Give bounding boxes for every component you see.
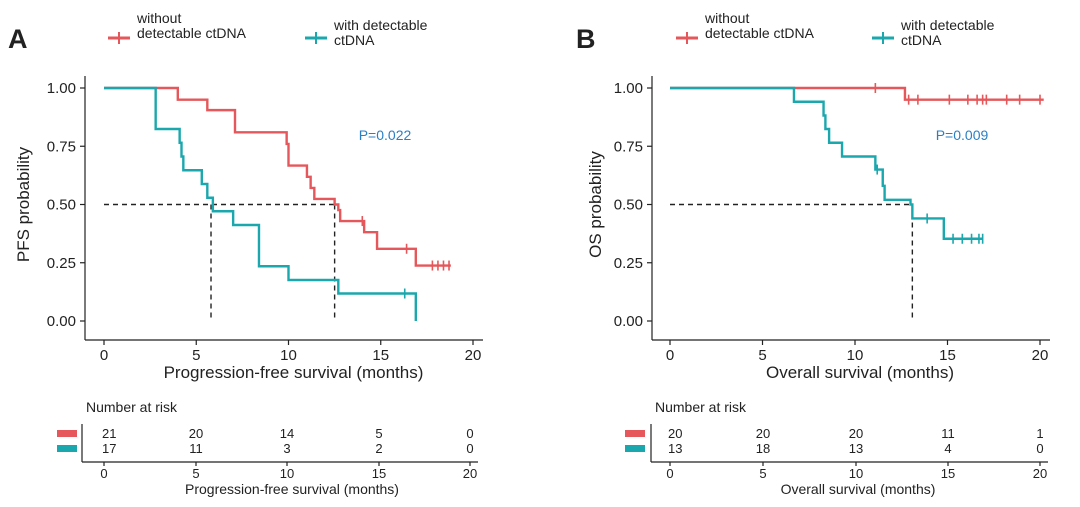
risk-count: 4 — [944, 441, 951, 456]
risk-count: 14 — [280, 426, 294, 441]
risk-table-title: Number at risk — [655, 399, 747, 415]
risk-count: 20 — [849, 426, 863, 441]
y-tick-label: 0.75 — [47, 138, 76, 155]
x-tick-label: 10 — [280, 347, 297, 364]
x-tick-label: 15 — [939, 347, 956, 364]
risk-count: 5 — [375, 426, 382, 441]
risk-count: 2 — [375, 441, 382, 456]
risk-count: 13 — [849, 441, 863, 456]
risk-row-key-without — [625, 430, 645, 437]
risk-count: 20 — [189, 426, 203, 441]
x-tick-label: 5 — [758, 347, 766, 364]
risk-row-key-with — [625, 445, 645, 452]
risk-count: 20 — [668, 426, 682, 441]
y-tick-label: 0.00 — [614, 313, 643, 330]
risk-count: 0 — [466, 426, 473, 441]
risk-x-tick-label: 0 — [666, 466, 673, 481]
y-tick-label: 1.00 — [47, 80, 76, 97]
risk-count: 0 — [1036, 441, 1043, 456]
risk-x-tick-label: 5 — [192, 466, 199, 481]
x-tick-label: 10 — [847, 347, 864, 364]
risk-x-tick-label: 10 — [280, 466, 294, 481]
y-tick-label: 0.25 — [47, 255, 76, 272]
risk-count: 1 — [1036, 426, 1043, 441]
risk-x-tick-label: 5 — [759, 466, 766, 481]
km-curve-without — [670, 86, 1044, 101]
y-tick-label: 1.00 — [614, 80, 643, 97]
x-tick-label: 0 — [666, 347, 674, 364]
risk-table-title: Number at risk — [86, 399, 178, 415]
risk-x-tick-label: 20 — [1033, 466, 1047, 481]
risk-table-x-label: Progression-free survival (months) — [185, 481, 399, 497]
y-tick-label: 0.25 — [614, 255, 643, 272]
risk-table-x-label: Overall survival (months) — [781, 481, 936, 497]
x-tick-label: 0 — [100, 347, 108, 364]
km-curve-without — [104, 86, 451, 267]
x-tick-label: 20 — [465, 347, 482, 364]
risk-count: 21 — [102, 426, 116, 441]
y-tick-label: 0.50 — [614, 197, 643, 214]
x-axis-label: Progression-free survival (months) — [164, 363, 424, 382]
panel-letter: A — [8, 24, 28, 54]
risk-x-tick-label: 10 — [849, 466, 863, 481]
legend-label: ctDNA — [901, 32, 942, 48]
risk-count: 20 — [756, 426, 770, 441]
km-curve-with — [104, 86, 418, 321]
legend-label: with detectable — [900, 17, 995, 33]
risk-row-key-with — [57, 445, 77, 452]
risk-count: 3 — [283, 441, 290, 456]
y-axis-label: PFS probability — [14, 146, 33, 262]
x-tick-label: 20 — [1032, 347, 1049, 364]
risk-count: 18 — [756, 441, 770, 456]
x-tick-label: 5 — [192, 347, 200, 364]
legend-label: without — [704, 10, 749, 26]
risk-count: 17 — [102, 441, 116, 456]
legend-label: detectable ctDNA — [705, 25, 815, 41]
risk-count: 11 — [189, 441, 203, 456]
legend-label: ctDNA — [334, 32, 375, 48]
panel-letter: B — [576, 24, 596, 54]
risk-x-tick-label: 20 — [463, 466, 477, 481]
legend-label: with detectable — [333, 17, 428, 33]
risk-count: 11 — [941, 426, 955, 441]
x-tick-label: 15 — [372, 347, 389, 364]
p-value-annotation: P=0.009 — [936, 127, 989, 143]
y-tick-label: 0.50 — [47, 197, 76, 214]
y-tick-label: 0.00 — [47, 313, 76, 330]
x-axis-label: Overall survival (months) — [766, 363, 954, 382]
legend-label: detectable ctDNA — [137, 25, 247, 41]
risk-count: 13 — [668, 441, 682, 456]
km-curve-with — [670, 86, 983, 240]
risk-count: 0 — [466, 441, 473, 456]
risk-x-tick-label: 15 — [941, 466, 955, 481]
y-axis-label: OS probability — [586, 151, 605, 258]
risk-row-key-without — [57, 430, 77, 437]
risk-x-tick-label: 15 — [372, 466, 386, 481]
risk-x-tick-label: 0 — [100, 466, 107, 481]
legend-label: without — [136, 10, 181, 26]
p-value-annotation: P=0.022 — [359, 127, 412, 143]
y-tick-label: 0.75 — [614, 138, 643, 155]
